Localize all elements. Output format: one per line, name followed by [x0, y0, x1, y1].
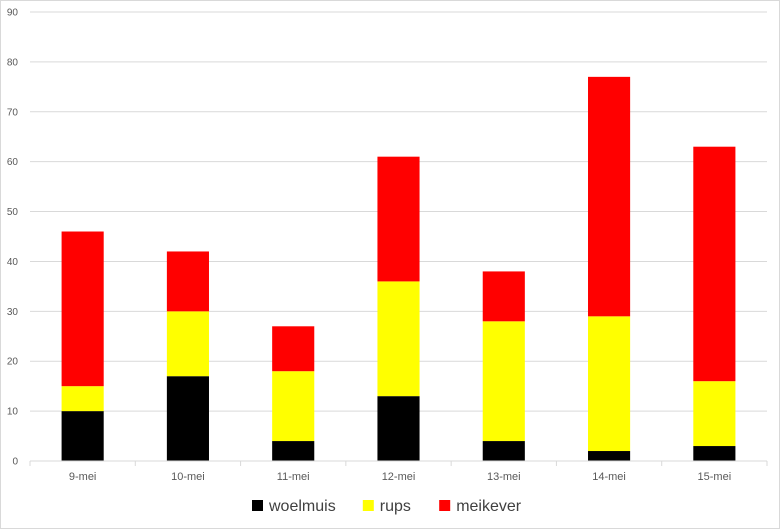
y-tick-label: 0 [12, 457, 18, 468]
bar-segment-rups [377, 281, 420, 397]
bar-segment-rups [693, 381, 736, 447]
bar-segment-woelmuis [61, 411, 104, 461]
y-tick-label: 50 [7, 207, 19, 218]
bar-segment-woelmuis [693, 446, 736, 461]
bar-segment-meikever [166, 251, 209, 312]
bars [61, 76, 736, 461]
y-tick-label: 90 [7, 8, 19, 19]
y-tick-label: 20 [7, 357, 19, 368]
bar-segment-meikever [377, 156, 420, 282]
bar-segment-rups [272, 371, 315, 442]
x-tick-label: 10-mei [171, 471, 205, 483]
bar-segment-meikever [482, 271, 525, 322]
bar-segment-rups [482, 321, 525, 442]
bar-segment-woelmuis [272, 441, 315, 461]
bar-segment-woelmuis [166, 376, 209, 461]
bar-segment-woelmuis [482, 441, 525, 461]
legend-label-woelmuis: woelmuis [268, 498, 336, 515]
x-axis: 9-mei 10-mei 11-mei 12-mei 13-mei 14-mei 15-me… [29, 460, 768, 483]
bar-segment-rups [61, 386, 104, 412]
bar-segment-rups [588, 316, 631, 452]
bar-segment-meikever [272, 326, 315, 372]
legend-swatch-meikever [439, 500, 451, 511]
x-tick-label: 14-mei [592, 471, 626, 483]
bar-segment-woelmuis [377, 396, 420, 461]
bar-segment-rups [166, 311, 209, 377]
legend-label-rups: rups [380, 498, 411, 515]
legend-swatch-rups [362, 500, 374, 511]
y-tick-label: 10 [7, 407, 19, 418]
x-tick-label: 9-mei [69, 471, 97, 483]
legend-swatch-woelmuis [252, 500, 263, 511]
y-tick-label: 40 [7, 257, 19, 268]
legend-label-meikever: meikever [456, 498, 522, 515]
y-tick-label: 80 [7, 57, 19, 68]
y-tick-label: 70 [7, 107, 19, 118]
y-tick-label: 60 [7, 157, 19, 168]
x-tick-label: 11-mei [277, 471, 310, 483]
y-tick-label: 30 [7, 307, 19, 318]
y-axis-ticks: 0 10 20 30 40 50 60 70 80 90 [7, 8, 19, 468]
x-tick-label: 12-mei [382, 471, 416, 483]
x-tick-label: 13-mei [487, 471, 521, 483]
legend: woelmuis rups meikever [252, 498, 522, 515]
bar-segment-meikever [61, 231, 104, 387]
bar-segment-meikever [693, 146, 736, 382]
bar-segment-meikever [588, 76, 631, 317]
bar-segment-woelmuis [588, 451, 631, 461]
x-tick-label: 15-mei [698, 471, 732, 483]
